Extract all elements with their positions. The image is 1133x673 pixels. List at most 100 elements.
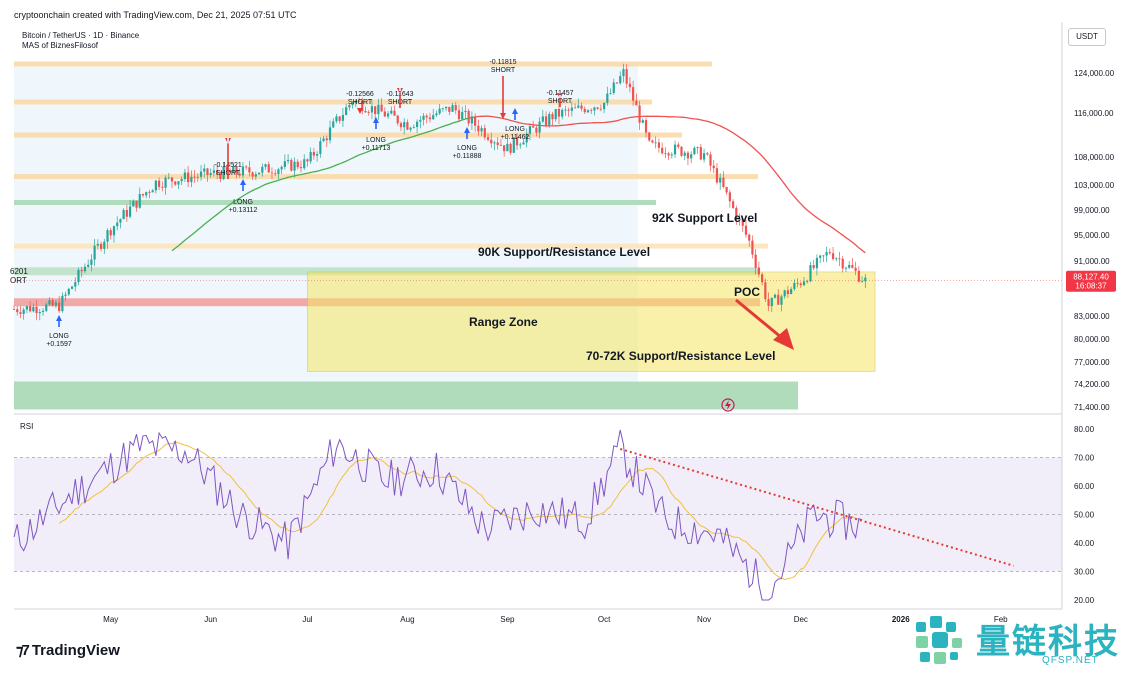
candle-body <box>828 252 831 254</box>
candle-body <box>793 282 796 290</box>
candle-body <box>203 168 206 172</box>
candle-body <box>45 304 48 311</box>
candle-body <box>467 110 470 124</box>
candle-body <box>577 105 580 108</box>
candle-body <box>751 240 754 255</box>
candle-body <box>141 194 145 196</box>
candle-body <box>483 128 486 138</box>
signal-label: SHORT <box>348 99 373 106</box>
candle-body <box>206 168 209 176</box>
signal-short: -0.11457SHORT <box>546 90 574 107</box>
candle-body <box>228 170 232 173</box>
long-arrow-icon <box>373 117 379 129</box>
range-zone-box <box>306 271 876 372</box>
level-band <box>14 174 758 180</box>
candle-body <box>77 269 80 283</box>
candle-body <box>396 115 399 124</box>
price-axis-tick: 99,000.00 <box>1074 206 1110 215</box>
candle-body <box>296 161 299 168</box>
last-price-tag <box>1066 270 1116 292</box>
level-band <box>14 200 656 205</box>
candle-body <box>464 110 467 113</box>
poc-arrow-head-icon <box>773 328 794 350</box>
candles <box>12 63 867 321</box>
candle-body <box>193 176 196 178</box>
candle-body <box>767 299 770 307</box>
label-92k-support: 92K Support Level <box>652 211 757 225</box>
tradingview-logo[interactable]: ⁊7 TradingView <box>16 641 120 660</box>
label-90k-support-resistance: 90K Support/Resistance Level <box>478 245 650 259</box>
candle-body <box>519 144 522 146</box>
long-arrow-icon <box>240 179 246 191</box>
time-axis-tick: Dec <box>794 615 808 624</box>
ma-line-green <box>171 117 469 252</box>
candle-body <box>628 83 632 88</box>
candle-body <box>557 108 561 117</box>
candle-body <box>622 69 625 77</box>
candle-body <box>241 166 245 176</box>
candle-body <box>706 153 709 155</box>
candle-body <box>119 219 122 223</box>
signal-long: LONG+0.13112 <box>229 179 258 214</box>
candle-body <box>664 153 667 155</box>
candle-body <box>490 139 493 144</box>
candle-body <box>806 281 809 282</box>
long-arrow-icon <box>464 127 470 139</box>
candle-body <box>612 82 615 93</box>
candle-body <box>609 92 612 94</box>
candle-body <box>38 311 41 314</box>
candle-body <box>267 164 270 173</box>
candle-body <box>696 147 699 148</box>
candle-body <box>554 108 557 120</box>
candle-body <box>499 144 503 146</box>
candle-body <box>686 152 690 159</box>
level-band <box>14 381 798 410</box>
candle-body <box>409 127 412 130</box>
candle-body <box>641 120 644 123</box>
candle-body <box>457 110 461 120</box>
candle-body <box>638 105 641 123</box>
candle-body <box>135 200 138 208</box>
candle-body <box>412 127 415 128</box>
candle-body <box>90 259 93 265</box>
time-axis-tick: Oct <box>598 615 611 624</box>
lightning-icon <box>725 400 731 410</box>
candle-body <box>796 282 799 284</box>
candle-body <box>441 108 444 110</box>
candle-body <box>486 137 490 140</box>
rsi-axis-tick: 50.00 <box>1074 511 1095 520</box>
candle-body <box>106 230 109 242</box>
time-axis-tick: Jul <box>302 615 312 624</box>
signal-value: +0.11462 <box>501 134 530 141</box>
short-arrow-icon <box>397 88 403 108</box>
candle-body <box>857 270 860 282</box>
candle-body <box>161 186 164 188</box>
short-arrow-icon <box>500 76 506 119</box>
candle-body <box>761 274 764 283</box>
signal-label: LONG <box>457 145 477 152</box>
candle-body <box>32 306 35 312</box>
price-axis-tick: 91,000.00 <box>1074 257 1110 266</box>
candle-body <box>777 294 780 305</box>
symbol-title: Bitcoin / TetherUS · 1D · Binance <box>22 31 140 40</box>
candle-body <box>728 192 731 202</box>
candle-body <box>51 300 54 306</box>
candle-body <box>70 286 74 289</box>
currency-selector[interactable]: USDT <box>1068 28 1106 46</box>
candle-body <box>719 177 722 183</box>
candle-body <box>525 133 528 143</box>
candle-body <box>103 241 106 249</box>
candle-body <box>544 116 548 125</box>
candle-body <box>738 219 741 221</box>
candle-body <box>690 154 693 159</box>
candle-body <box>74 282 77 287</box>
candle-body <box>644 120 648 133</box>
rsi-axis-tick: 20.00 <box>1074 596 1095 605</box>
candle-body <box>702 153 706 160</box>
signal-long: LONG+0.11888 <box>453 127 482 160</box>
candle-body <box>651 140 654 143</box>
candle-body <box>364 110 367 113</box>
short-arrow-icon <box>557 93 563 107</box>
candle-body <box>312 151 315 156</box>
